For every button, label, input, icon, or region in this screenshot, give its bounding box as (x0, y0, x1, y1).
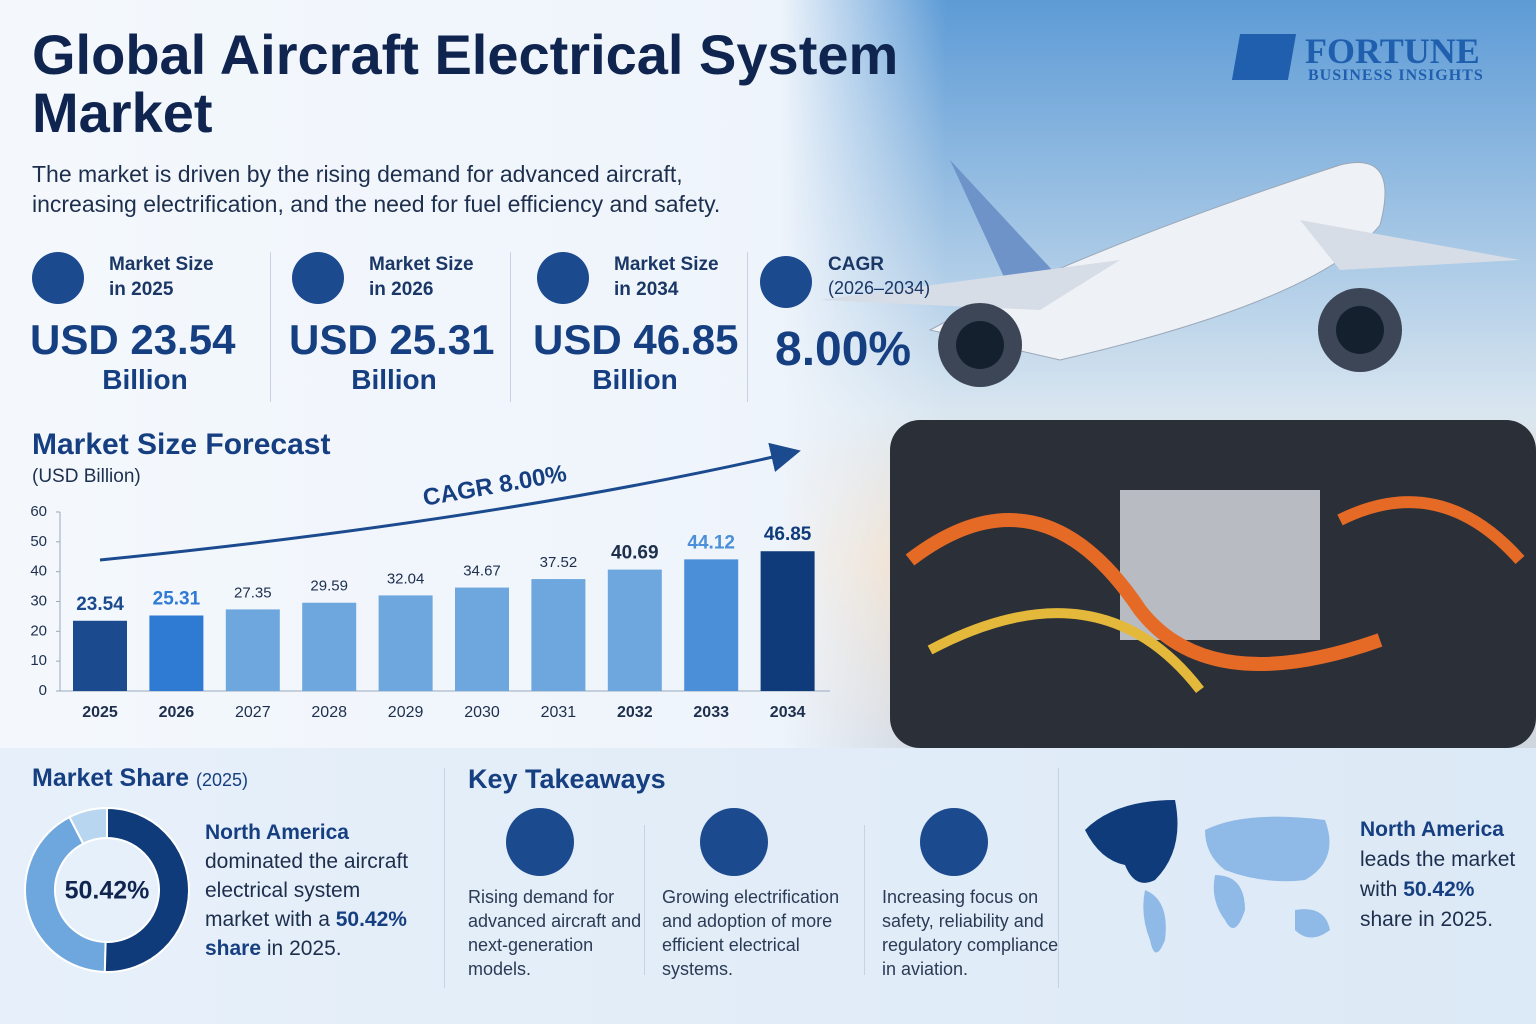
takeaway-icon (920, 808, 988, 876)
y-tick-label: 60 (30, 503, 47, 520)
bar (607, 569, 662, 691)
divider (644, 825, 645, 975)
x-tick-label: 2033 (693, 704, 729, 721)
y-tick-label: 40 (30, 563, 47, 580)
stat-label: Market Size in 2034 (614, 254, 719, 300)
hero-image (780, 0, 1536, 748)
stat-unit: Billion (592, 364, 678, 395)
stat-value: USD 46.85 (533, 316, 739, 363)
share-text: North America dominated the aircraft ele… (205, 818, 430, 963)
stat-value: USD 23.54 (30, 316, 236, 363)
value-label: 27.35 (234, 584, 272, 601)
value-label: 46.85 (764, 524, 812, 545)
x-tick-label: 2030 (464, 704, 500, 721)
takeaway-text: Rising demand for advanced aircraft and … (468, 887, 642, 979)
chart: CAGR 8.00% 0102030405060202523.54202625.… (30, 442, 830, 721)
value-label: 44.12 (687, 532, 735, 553)
cagr-label: CAGR (828, 254, 884, 275)
x-tick-label: 2027 (235, 704, 271, 721)
share-year: (2025) (195, 770, 249, 790)
donut: 50.42% (24, 806, 190, 973)
share-title: Market Share (2025) (32, 764, 248, 793)
x-tick-label: 2031 (541, 704, 577, 721)
divider (864, 825, 865, 975)
value-label: 34.67 (463, 563, 501, 580)
y-tick-label: 0 (39, 682, 47, 699)
divider (1058, 768, 1059, 988)
stat-label: Market Size in 2025 (109, 254, 214, 300)
share-after: in 2025. (266, 937, 342, 960)
cagr-period: (2026–2034) (828, 278, 931, 298)
value-label: 23.54 (76, 594, 124, 615)
stat-icon (537, 252, 589, 304)
x-tick-label: 2028 (311, 704, 347, 721)
stat-label: Market Size in 2026 (369, 254, 474, 300)
share-region: North America (205, 821, 349, 844)
chart-title: Market Size Forecast (32, 428, 331, 461)
donut-segment (103, 806, 190, 973)
bottom-panel (0, 748, 1536, 1024)
value-label: 37.52 (540, 554, 578, 571)
takeaway-icon (700, 808, 768, 876)
donut-segment (24, 815, 107, 973)
chart-subtitle: (USD Billion) (32, 466, 141, 487)
share-desc: dominated the aircraft electrical system… (205, 850, 409, 931)
y-tick-label: 20 (30, 622, 47, 639)
y-tick-label: 50 (30, 533, 47, 550)
map-text: North America leads the market with 50.4… (1360, 815, 1530, 935)
x-tick-label: 2026 (159, 704, 195, 721)
bar (455, 587, 509, 691)
stat-unit: Billion (102, 364, 188, 395)
logo-mark (1231, 34, 1297, 80)
share-title-text: Market Share (32, 764, 190, 792)
stat-value: USD 25.31 (289, 316, 495, 363)
cagr-icon (760, 256, 812, 308)
takeaway-text: Increasing focus on safety, reliability … (882, 887, 1059, 979)
takeaway-text: Growing electrification and adoption of … (662, 887, 840, 979)
y-tick-label: 10 (30, 652, 47, 669)
map-region: North America (1360, 818, 1504, 841)
x-tick-label: 2032 (617, 704, 653, 721)
divider (747, 252, 748, 402)
x-tick-label: 2029 (388, 704, 424, 721)
cagr-annotation: CAGR 8.00% (421, 460, 569, 512)
bar (225, 609, 280, 691)
bar (302, 602, 357, 691)
x-tick-label: 2025 (82, 704, 118, 721)
title: Global Aircraft Electrical System Market (32, 23, 899, 144)
world-map (1085, 800, 1330, 953)
map-line2: with (1360, 878, 1398, 901)
bar (149, 615, 204, 691)
share-highlight: 50.42% share (205, 908, 407, 960)
bar (378, 595, 433, 691)
map-line1: leads the market (1360, 848, 1516, 871)
logo-tagline: BUSINESS INSIGHTS (1308, 67, 1484, 84)
cagr-arrow (99, 442, 801, 562)
bar (684, 559, 739, 691)
divider (270, 252, 271, 402)
bar (531, 579, 586, 691)
value-label: 29.59 (310, 578, 348, 595)
value-label: 32.04 (387, 570, 425, 587)
divider (510, 252, 511, 402)
value-label: 25.31 (153, 589, 201, 610)
takeaways-title: Key Takeaways (468, 764, 666, 794)
stat-unit: Billion (351, 364, 437, 395)
takeaway-icon (506, 808, 574, 876)
value-label: 40.69 (611, 543, 659, 564)
map-line3: share in 2025. (1360, 908, 1494, 931)
map-highlight: 50.42% (1403, 878, 1475, 901)
stat-icon (292, 252, 344, 304)
bar (760, 551, 815, 691)
divider (444, 768, 445, 988)
stat-icon (32, 252, 84, 304)
y-tick-label: 30 (30, 592, 47, 609)
donut-label: 50.42% (65, 877, 150, 905)
cagr-value: 8.00% (775, 323, 912, 376)
subtitle: The market is driven by the rising deman… (32, 161, 721, 217)
bar (73, 620, 127, 691)
x-tick-label: 2034 (770, 704, 806, 721)
logo-name: FORTUNE (1305, 31, 1480, 71)
